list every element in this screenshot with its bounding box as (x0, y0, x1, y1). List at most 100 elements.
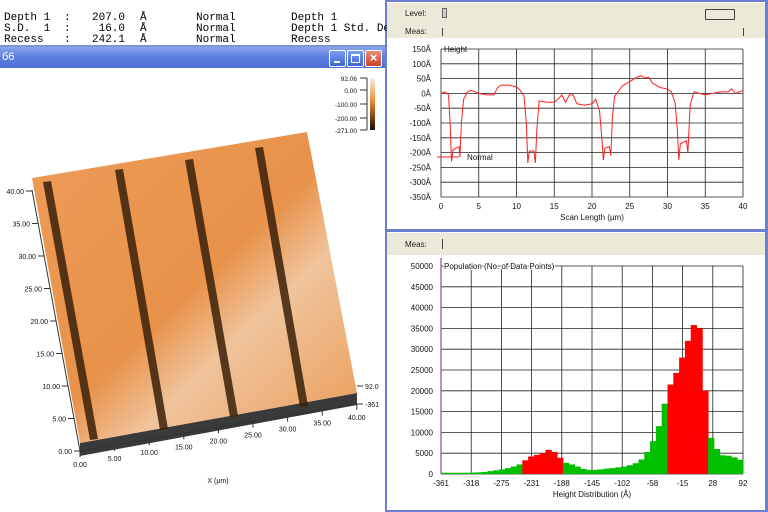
y-tick-label: 15.00 (36, 352, 54, 359)
histogram-bar (708, 437, 715, 474)
histogram-bar (452, 472, 459, 474)
minimize-button[interactable] (329, 50, 346, 67)
colorbar-label: 0.00 (344, 88, 357, 95)
x-tick-label: -102 (614, 479, 631, 488)
histogram-chart[interactable]: 5000045000400003500030000250002000015000… (387, 255, 765, 510)
colorbar-label: 92.06 (341, 76, 358, 83)
close-button[interactable]: × (365, 50, 382, 67)
histogram-bar (737, 459, 744, 474)
colorbar-label: -200.00 (335, 116, 357, 123)
histogram-bar (528, 456, 535, 474)
histogram-bar (458, 472, 465, 474)
y-tick-label: 30000 (411, 345, 434, 354)
histogram-bar (446, 472, 454, 474)
result-unit: Å (140, 12, 147, 24)
x-tick-label: 92 (739, 479, 748, 488)
result-desc: Depth 1 (291, 12, 338, 24)
x-tick-label: 15.00 (175, 444, 193, 451)
y-tick-label: 25000 (411, 366, 434, 375)
x-tick-label: 40.00 (348, 415, 366, 422)
x-tick-label: 0.00 (73, 462, 87, 469)
x-axis-label: X (µm) (207, 478, 228, 485)
result-sep: : (64, 23, 71, 35)
y-tick-label: -250Å (410, 163, 432, 172)
x-tick-label: 10 (512, 202, 521, 211)
result-sep: : (64, 34, 71, 46)
result-mode: Normal (196, 12, 236, 24)
result-value: 16.0 (92, 23, 126, 35)
x-tick-label: 0 (439, 202, 444, 211)
histogram-bar (592, 469, 599, 474)
histogram-bar (545, 449, 552, 474)
result-sep: : (64, 12, 71, 24)
histogram-bar (557, 457, 564, 474)
histogram-bar (464, 472, 471, 474)
maximize-icon (351, 54, 360, 63)
y-tick-label: 50Å (417, 75, 432, 84)
x-tick-label: -361 (433, 479, 450, 488)
histogram-bar (493, 470, 500, 474)
afm-groove (185, 159, 238, 417)
result-name: Recess (4, 34, 44, 46)
y-tick-label: -200Å (410, 149, 432, 158)
y-tick-label: 10000 (411, 428, 434, 437)
histogram-bar (487, 471, 494, 474)
result-name: Depth 1 (4, 12, 51, 24)
y-tick-label: 35.00 (12, 222, 30, 229)
minimize-icon (334, 61, 340, 63)
y-tick-label: 100Å (412, 60, 431, 69)
histogram-bar (713, 449, 721, 474)
profile-toolbar: Level: Meas: (387, 3, 765, 38)
y-tick-label: 20.00 (30, 319, 48, 326)
level-value-box[interactable] (705, 9, 735, 20)
y-tick-label: -50Å (414, 104, 432, 113)
profile-panel: Level: Meas: 150Å 100Å 50Å 0Å -50Å -100Å -150Å… (387, 2, 765, 229)
afm-3d-view[interactable]: 0.00 5.00 10.00 15.00 20.00 25.00 30.00 35.00 40… (0, 68, 385, 512)
y-tick-label: 35000 (411, 324, 434, 333)
histogram-bar (702, 390, 709, 474)
image-window: б6 × 0.00 5.00 10.00 15.00 20.00 25.00 30.00 35… (0, 47, 385, 512)
y-tick-label: 40000 (411, 304, 434, 313)
profile-line (440, 75, 744, 164)
level-label: Level: (405, 9, 427, 18)
y-tick-label: 50000 (411, 262, 434, 271)
result-unit: Å (140, 34, 147, 46)
level-slider[interactable] (442, 8, 447, 18)
y-tick-label: 0 (429, 470, 434, 479)
x-axis-label: Scan Length (µm) (560, 213, 624, 222)
window-title: б6 (2, 51, 15, 63)
x-tick-label: -231 (524, 479, 541, 488)
x-tick-label: -188 (554, 479, 571, 488)
result-desc: Depth 1 Std. De (291, 23, 391, 35)
histogram-bar (650, 441, 657, 474)
histogram-bar (615, 467, 622, 474)
x-tick-label: 10.00 (140, 450, 158, 457)
maximize-button[interactable] (347, 50, 364, 67)
histogram-bar (568, 464, 575, 474)
y-tick-label: 40.00 (6, 189, 24, 196)
result-value: 242.1 (92, 34, 126, 46)
histogram-bar (609, 468, 616, 474)
results-table: Depth 1:207.0 Å Normal Depth 1 S.D. 1: 16.0 Å… (0, 0, 390, 47)
y-tick-label: 10.00 (42, 384, 60, 391)
histogram-bar (684, 340, 692, 474)
y-tick-label: -350Å (410, 193, 432, 202)
histogram-bar (690, 325, 697, 474)
meas-label: Meas: (405, 240, 427, 249)
meas-cursor[interactable] (442, 239, 443, 249)
afm-groove (255, 147, 308, 407)
window-titlebar[interactable]: б6 × (0, 47, 385, 68)
histogram-bar (516, 464, 523, 474)
meas-range-slider[interactable] (442, 28, 744, 36)
histogram-bar (644, 451, 651, 474)
y-axis-label: Population (No. of Data Points) (444, 262, 555, 271)
histogram-bar (719, 455, 726, 474)
z-tick-label: -361 (365, 402, 379, 409)
profile-chart[interactable]: 150Å 100Å 50Å 0Å -50Å -100Å -150Å -200Å -250Å -30… (387, 38, 765, 229)
colorbar (370, 78, 375, 130)
result-unit: Å (140, 23, 147, 35)
x-tick-label: 20 (588, 202, 597, 211)
histogram-bar (499, 469, 506, 474)
x-tick-label: 30 (663, 202, 672, 211)
histogram-bar (539, 453, 546, 474)
